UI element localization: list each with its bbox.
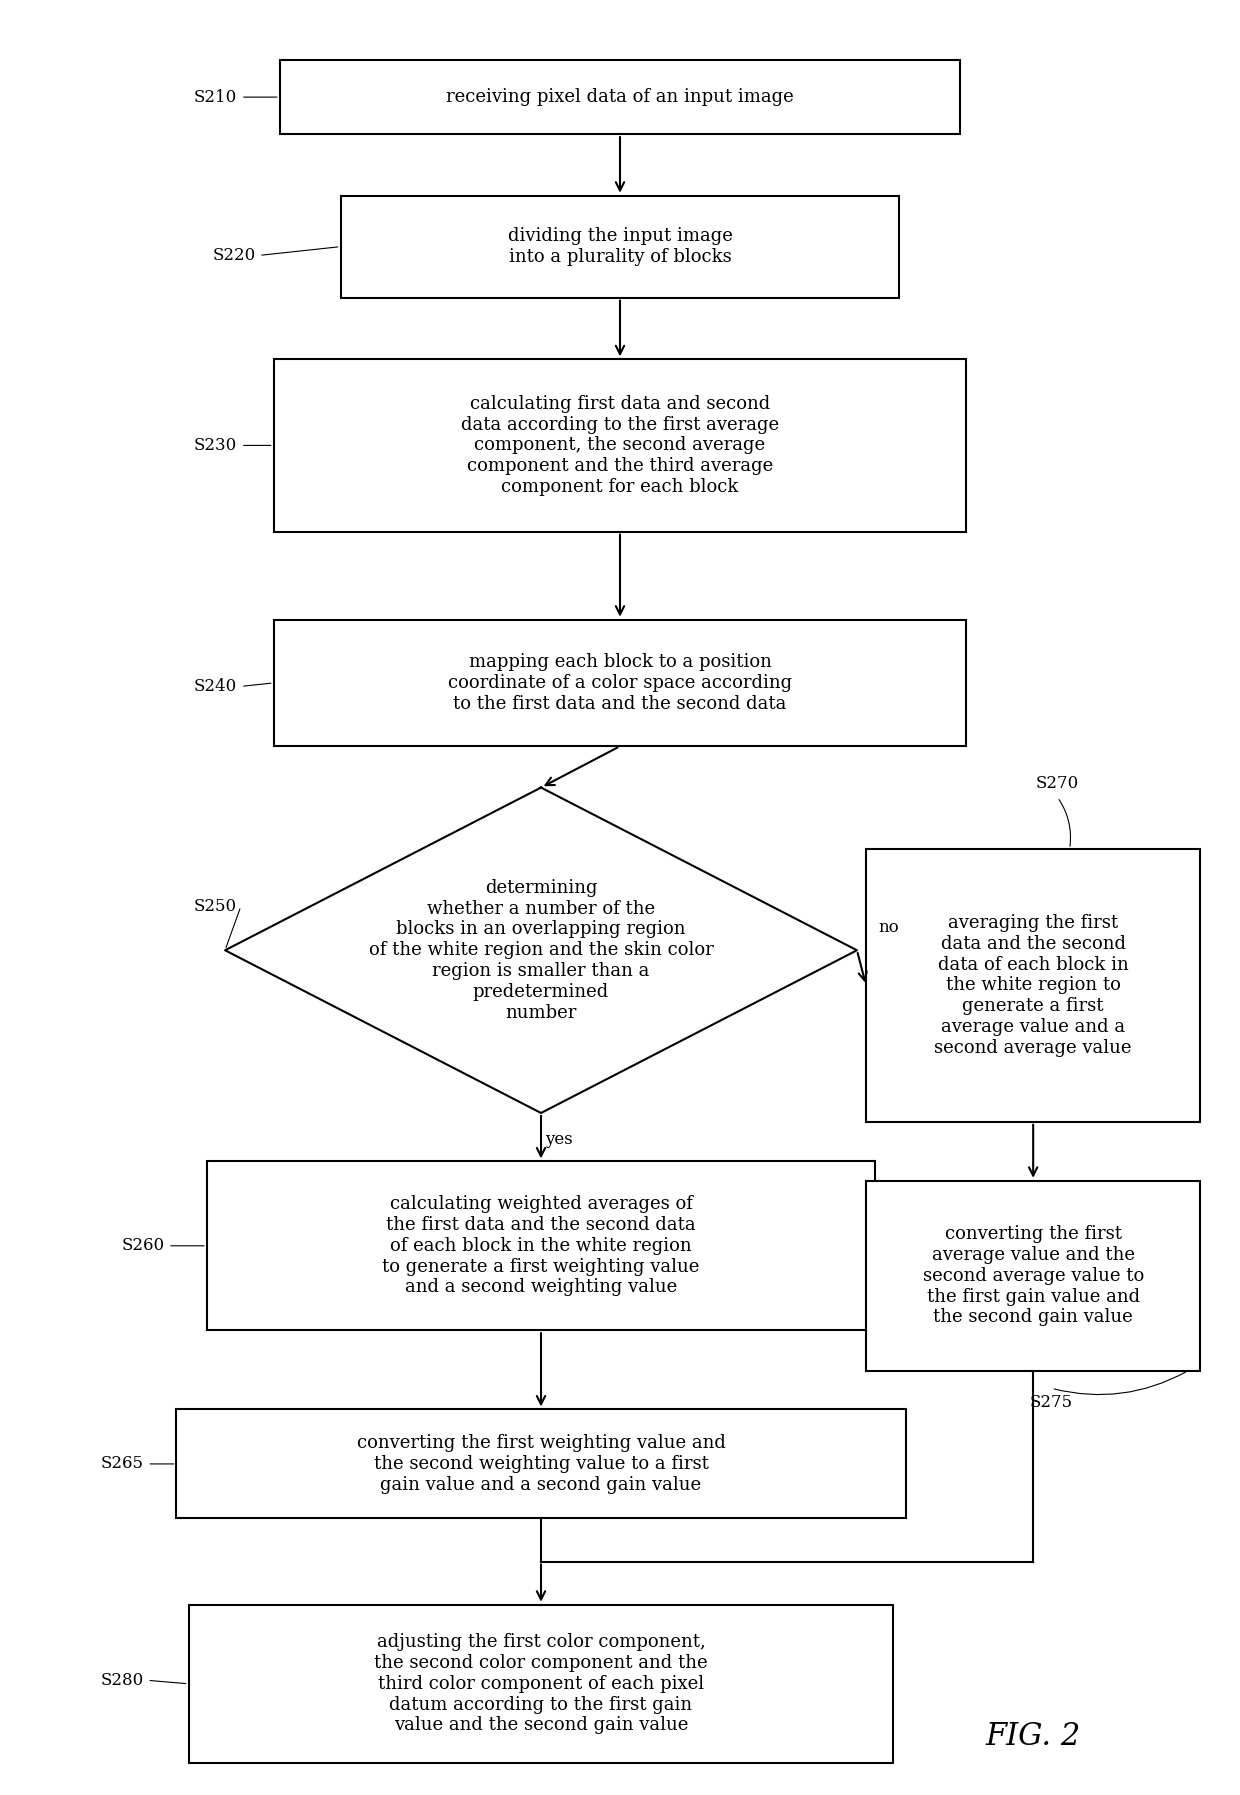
- Text: calculating weighted averages of
the first data and the second data
of each bloc: calculating weighted averages of the fir…: [382, 1195, 699, 1296]
- Bar: [176, 1409, 905, 1519]
- Text: averaging the first
data and the second
data of each block in
the white region t: averaging the first data and the second …: [935, 914, 1132, 1057]
- Text: S210: S210: [193, 88, 237, 106]
- Bar: [274, 359, 966, 531]
- Text: dividing the input image
into a plurality of blocks: dividing the input image into a pluralit…: [507, 228, 733, 266]
- Bar: [207, 1161, 875, 1330]
- Text: S240: S240: [193, 679, 237, 695]
- Bar: [866, 1181, 1200, 1371]
- Text: no: no: [879, 919, 899, 937]
- Text: yes: yes: [546, 1131, 573, 1147]
- Text: FIG. 2: FIG. 2: [986, 1721, 1081, 1752]
- Text: S260: S260: [122, 1237, 164, 1255]
- Text: calculating first data and second
data according to the first average
component,: calculating first data and second data a…: [461, 395, 779, 495]
- Bar: [274, 619, 966, 747]
- Text: S250: S250: [195, 898, 237, 915]
- Text: converting the first weighting value and
the second weighting value to a first
g: converting the first weighting value and…: [357, 1434, 725, 1493]
- Bar: [341, 196, 899, 298]
- Text: S220: S220: [212, 248, 255, 264]
- Bar: [280, 61, 960, 135]
- Text: converting the first
average value and the
second average value to
the first gai: converting the first average value and t…: [923, 1226, 1143, 1327]
- Bar: [188, 1605, 893, 1763]
- Text: S275: S275: [1030, 1393, 1073, 1411]
- Text: adjusting the first color component,
the second color component and the
third co: adjusting the first color component, the…: [374, 1633, 708, 1734]
- Text: determining
whether a number of the
blocks in an overlapping region
of the white: determining whether a number of the bloc…: [368, 880, 713, 1021]
- Text: mapping each block to a position
coordinate of a color space according
to the fi: mapping each block to a position coordin…: [448, 653, 792, 713]
- Bar: [866, 849, 1200, 1122]
- Text: S230: S230: [193, 436, 237, 454]
- Polygon shape: [224, 788, 857, 1113]
- Text: S265: S265: [100, 1456, 144, 1472]
- Text: S270: S270: [1035, 775, 1079, 792]
- Text: receiving pixel data of an input image: receiving pixel data of an input image: [446, 88, 794, 106]
- Text: S280: S280: [100, 1671, 144, 1689]
